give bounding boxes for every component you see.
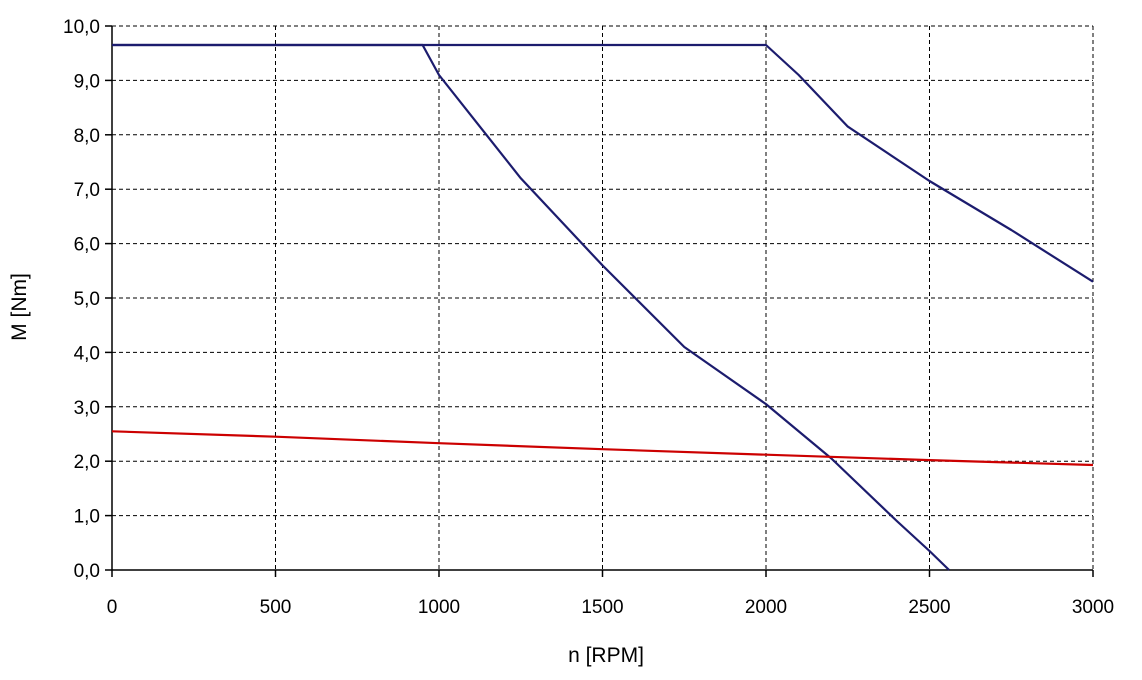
- x-tick-label: 2500: [908, 597, 950, 618]
- series-group: [111, 43, 1094, 571]
- y-tick-label: 1,0: [74, 507, 100, 528]
- y-axis-label: M [Nm]: [8, 273, 31, 341]
- y-tick-label: 0,0: [74, 561, 100, 582]
- y-tick-label: 5,0: [74, 289, 100, 310]
- y-tick-labels: 0,0 1,0 2,0 3,0 4,0 5,0 6,0 7,0 8,0 9,0 10,0: [63, 17, 100, 582]
- y-tick-label: 10,0: [63, 17, 100, 38]
- y-tick-label: 4,0: [74, 343, 100, 364]
- y-tick-label: 3,0: [74, 398, 100, 419]
- x-tick-label: 1500: [581, 597, 623, 618]
- series-line-1: [112, 43, 950, 571]
- series-line-2: [112, 43, 1094, 283]
- x-tick-label: 1000: [418, 597, 460, 618]
- y-tick-label: 9,0: [74, 71, 100, 92]
- axes: [105, 25, 1094, 577]
- x-tick-label: 500: [260, 597, 292, 618]
- x-tick-label: 0: [107, 597, 118, 618]
- y-tick-label: 6,0: [74, 235, 100, 256]
- x-tick-label: 3000: [1072, 597, 1114, 618]
- x-axis-label: n [RPM]: [568, 644, 644, 667]
- x-tick-label: 2000: [745, 597, 787, 618]
- grid-lines: [112, 25, 1094, 570]
- x-tick-labels: 0 500 1000 1500 2000 2500 3000: [107, 597, 1114, 618]
- y-tick-label: 2,0: [74, 452, 100, 473]
- y-tick-label: 7,0: [74, 180, 100, 201]
- y-tick-label: 8,0: [74, 126, 100, 147]
- series-line-3: [111, 430, 1094, 467]
